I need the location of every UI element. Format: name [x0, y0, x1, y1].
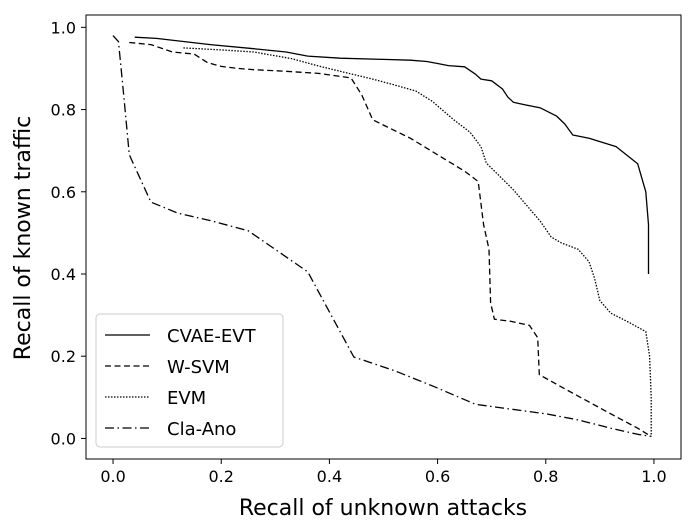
series-line-w-svm [129, 41, 652, 437]
x-tick-label: 0.0 [100, 467, 125, 486]
plot-area [112, 35, 652, 438]
axes: 0.0 0.2 0.4 0.6 0.8 1.0 0.0 0.2 0.4 0.6 0.8 1.0 [51, 14, 682, 486]
x-tick-label: 1.0 [641, 467, 666, 486]
legend-label-evm: EVM [167, 388, 206, 409]
y-tick-label: 0.8 [51, 101, 76, 120]
series-line-evm [183, 47, 652, 437]
plot-frame [85, 14, 682, 460]
y-tick-label: 0.2 [51, 347, 76, 366]
y-tick-label: 1.0 [51, 18, 76, 37]
x-axis-label: Recall of unknown attacks [239, 496, 527, 521]
x-tick-label: 0.4 [317, 467, 342, 486]
y-tick-label: 0.4 [51, 265, 76, 284]
y-tick-label: 0.6 [51, 183, 76, 202]
legend-box [95, 313, 284, 448]
legend-label-w-svm: W-SVM [167, 357, 230, 378]
x-tick-label: 0.8 [533, 467, 558, 486]
legend-label-cvae-evt: CVAE-EVT [167, 326, 257, 347]
x-tick-label: 0.2 [209, 467, 234, 486]
x-tick-label: 0.6 [425, 467, 450, 486]
series-line-cla-ano [112, 35, 652, 438]
series-line-cvae-evt [134, 36, 650, 274]
y-tick-label: 0.0 [51, 429, 76, 448]
legend-label-cla-ano: Cla-Ano [167, 419, 236, 440]
y-axis-label: Recall of known traffic [11, 116, 36, 360]
legend: CVAE-EVT W-SVM EVM Cla-Ano [95, 313, 284, 448]
